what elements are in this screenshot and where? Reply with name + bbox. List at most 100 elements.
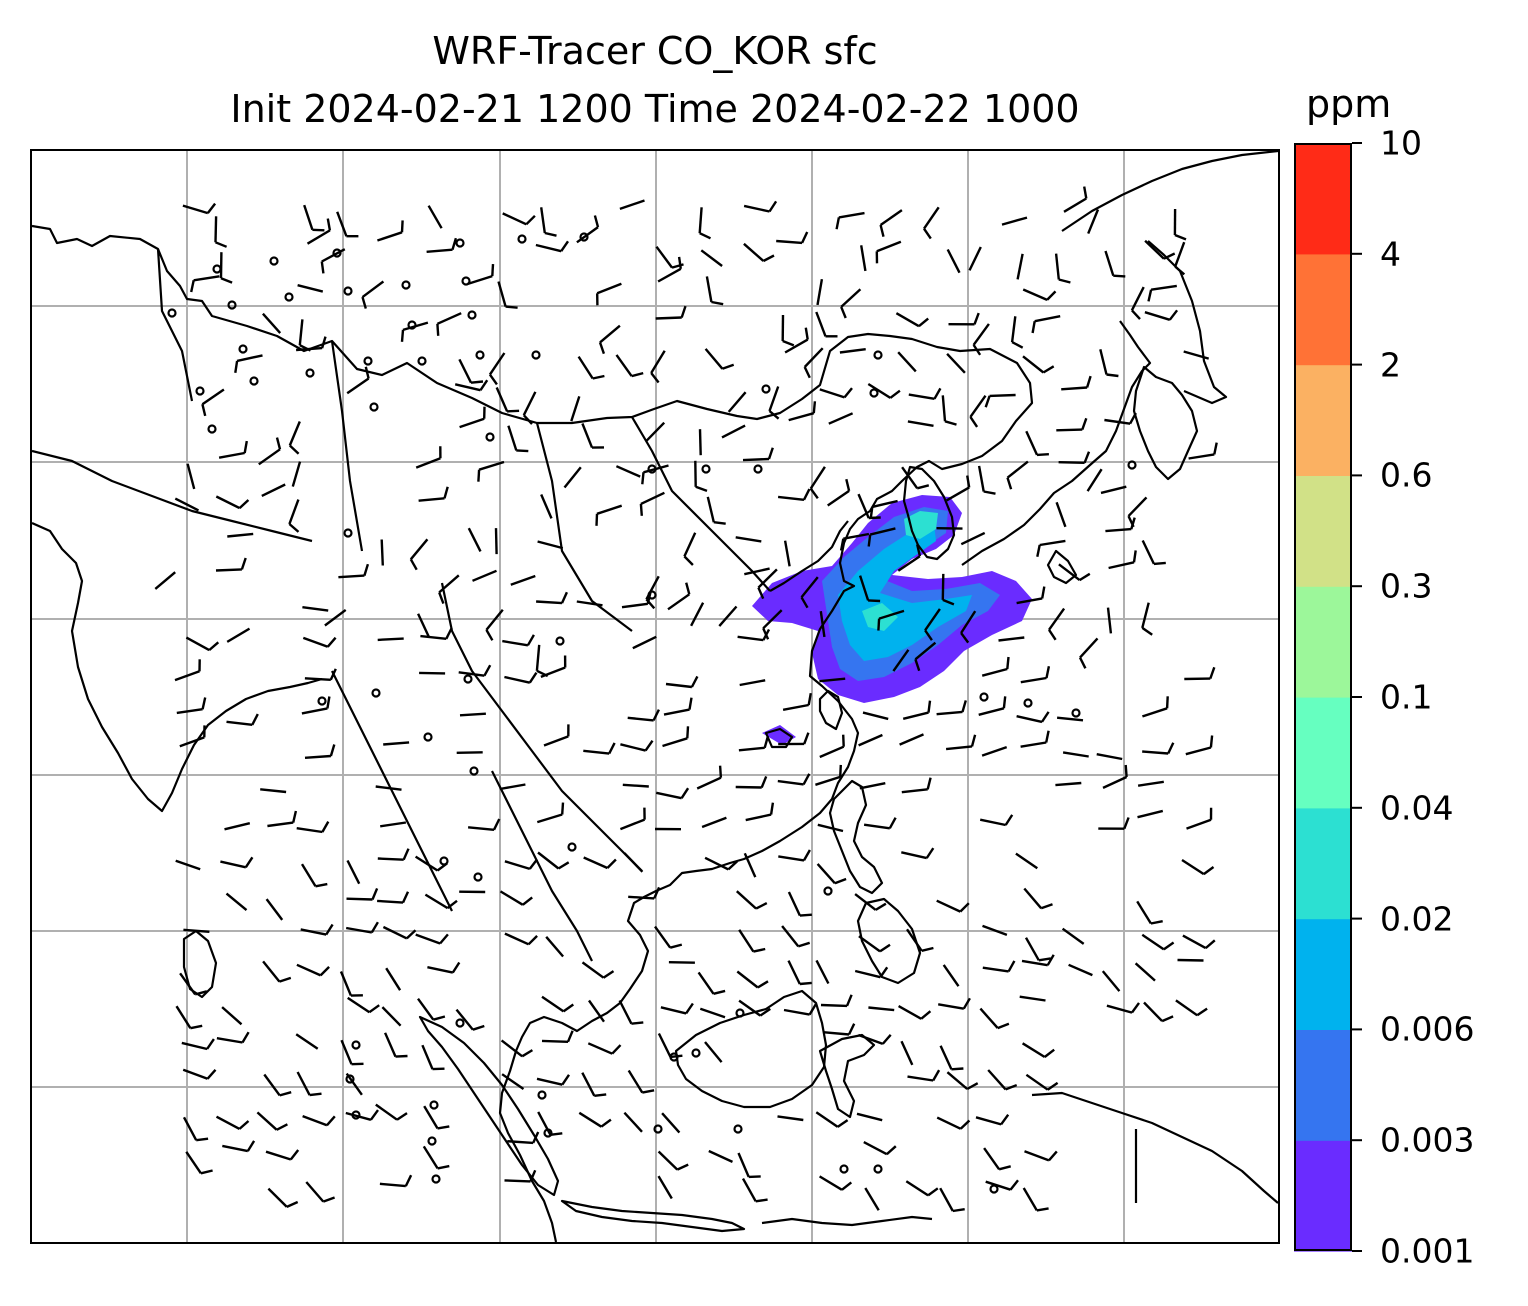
wind-barb (1144, 309, 1179, 321)
wind-barb-flag (208, 641, 220, 652)
calm-wind-marker (517, 234, 527, 244)
wind-barb-flag (477, 469, 481, 482)
wind-barb (1105, 517, 1136, 533)
wind-barb-shaft (1006, 460, 1029, 479)
wind-barb-shaft (736, 970, 759, 989)
wind-barb-shaft (1024, 1150, 1050, 1162)
wind-barb (379, 1174, 413, 1188)
wind-barb (1078, 637, 1099, 669)
wind-barb-flag (472, 1024, 485, 1031)
wind-barb-shaft (540, 207, 546, 234)
wind-barb-flag (1011, 341, 1024, 349)
calm-wind-marker (207, 424, 217, 434)
wind-barb (377, 848, 410, 861)
wind-barb-shaft (628, 895, 655, 900)
wind-barb-shaft (643, 464, 669, 474)
wind-barb-shaft (499, 783, 526, 791)
wind-barb (510, 574, 536, 586)
wind-barb (960, 610, 977, 644)
wind-barb-shaft (297, 284, 324, 293)
wind-barb (427, 205, 443, 229)
wind-barb (969, 395, 987, 428)
wind-barb (302, 606, 329, 612)
wind-barb (422, 1145, 450, 1170)
wind-barb (942, 964, 960, 987)
coastline-japan-honshu (961, 320, 1152, 566)
wind-barb-shaft (347, 996, 371, 1014)
wind-barb-shaft (817, 823, 844, 833)
wind-barb-flag (688, 697, 693, 710)
wind-barb (345, 1072, 363, 1096)
wind-barb-flag (802, 849, 811, 861)
wind-barb-shaft (978, 707, 1005, 716)
wind-barb (815, 311, 838, 338)
wind-barb-shaft (981, 667, 1008, 677)
wind-barb-flag (998, 1165, 1012, 1171)
calm-wind-marker (212, 264, 222, 274)
wind-barb (899, 733, 924, 746)
wind-barb-shaft (936, 1116, 962, 1130)
wind-barb-shaft (657, 1150, 679, 1171)
wind-barb (1104, 250, 1126, 278)
wind-barb-flag (560, 240, 569, 252)
wind-barb-flag (914, 658, 921, 672)
wind-barb-flag (881, 1034, 892, 1045)
calm-wind-marker (567, 842, 577, 852)
wind-barb-flag (1036, 453, 1049, 457)
wind-barb (783, 540, 791, 567)
calm-wind-marker (467, 310, 477, 320)
wind-barb (417, 997, 446, 1021)
wind-barb (182, 1068, 217, 1080)
calm-wind-marker (761, 384, 771, 394)
wind-barb-shaft (744, 567, 770, 576)
wind-barb-shaft (1055, 501, 1067, 528)
wind-barb-shaft (1104, 418, 1131, 425)
wind-barb (1101, 970, 1121, 992)
wind-barb-shaft (737, 635, 764, 642)
wind-barb (787, 891, 812, 917)
wind-barb-shaft (361, 280, 385, 299)
wind-barb-shaft (858, 733, 883, 747)
wind-barb (858, 935, 891, 953)
wind-barb-shaft (787, 891, 801, 917)
wind-barb-flag (983, 490, 996, 495)
wind-barb-shaft (193, 275, 220, 282)
wind-barb-shaft (1010, 316, 1017, 343)
wind-barb-shaft (998, 636, 1025, 642)
wind-barb (504, 932, 538, 946)
wind-barb-flag (1078, 572, 1091, 582)
wind-barb-shaft (545, 936, 565, 958)
wind-barb-shaft (423, 1105, 439, 1130)
wind-barb (458, 664, 492, 677)
wind-barb-shaft (218, 451, 245, 459)
wind-barb-shaft (596, 282, 622, 295)
wind-barb-shaft (858, 575, 870, 601)
wind-barb-shaft (972, 323, 990, 346)
wind-barb (1137, 809, 1164, 819)
wind-barb-flag (201, 697, 207, 710)
wind-barb-flag (763, 735, 770, 749)
wind-barb-shaft (627, 716, 654, 722)
wind-barb (737, 1152, 761, 1179)
wind-barb-flag (279, 1091, 292, 1097)
calm-wind-marker (873, 350, 883, 360)
wind-barb (1054, 253, 1071, 284)
wind-barb-flag (561, 1074, 570, 1086)
wind-barb (535, 240, 569, 253)
wind-barb-shaft (265, 1150, 292, 1161)
wind-barb-flag (1043, 1048, 1055, 1058)
wind-barb (179, 972, 208, 996)
wind-barb (698, 429, 702, 456)
coastline-hainan (764, 727, 794, 749)
wind-barb (902, 700, 932, 720)
wind-barb-shaft (901, 788, 928, 794)
wind-barb-shaft (897, 351, 917, 373)
wind-barb (224, 822, 251, 831)
wind-barb (741, 1178, 768, 1203)
wind-barb (972, 323, 990, 356)
wind-barb (815, 1111, 849, 1128)
wind-barb-shaft (778, 855, 805, 862)
wind-barb-shaft (420, 634, 447, 640)
wind-barb-shaft (892, 649, 910, 672)
colorbar-segment (1294, 143, 1352, 255)
